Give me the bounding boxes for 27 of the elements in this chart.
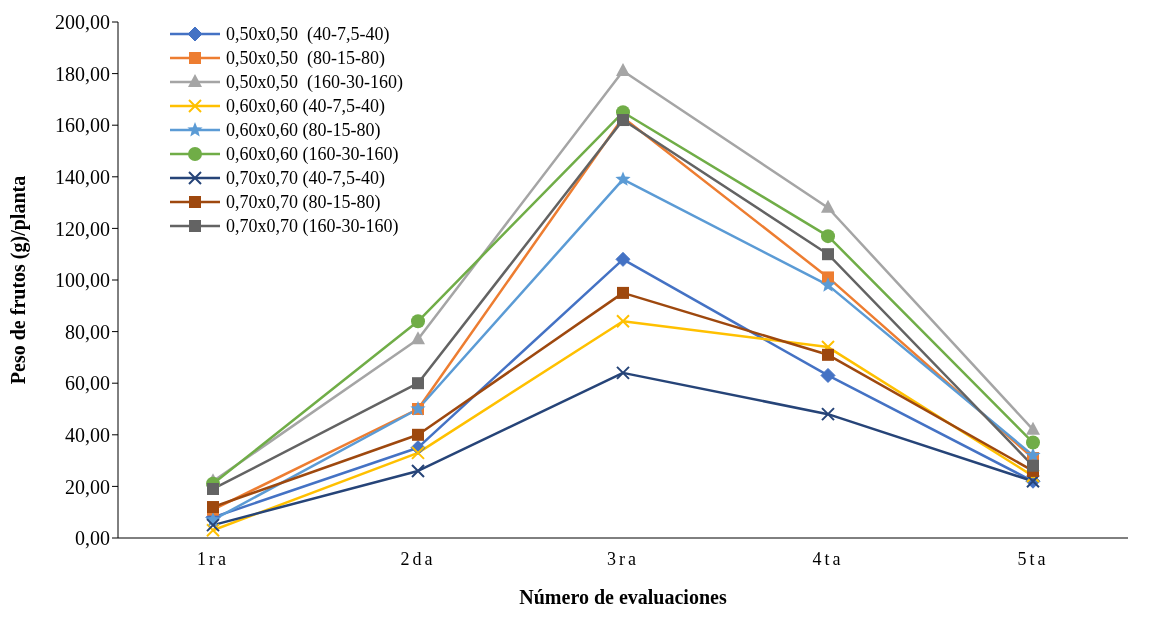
legend-label: 0,60x0,60 (40-7,5-40) [226,96,385,116]
x-tick-label: 3ra [607,548,639,569]
legend-label: 0,60x0,60 (160-30-160) [226,144,399,164]
x-tick-label: 4ta [812,548,844,569]
y-tick-label: 100,00 [55,269,110,292]
x-axis-title: Número de evaluaciones [519,586,727,608]
legend-label: 0,60x0,60 (80-15-80) [226,120,381,140]
x-tick-label: 1ra [197,548,229,569]
y-tick-label: 40,00 [65,423,110,446]
legend-label: 0,50x0,50 (40-7,5-40) [226,24,390,44]
x-tick-label: 2da [400,548,436,569]
legend-label: 0,70x0,70 (80-15-80) [226,192,381,212]
x-tick-label: 5ta [1017,548,1049,569]
y-tick-label: 0,00 [75,527,110,550]
y-tick-label: 200,00 [55,11,110,34]
legend-label: 0,50x0,50 (160-30-160) [226,72,403,92]
y-tick-label: 80,00 [65,320,110,343]
y-tick-label: 20,00 [65,475,110,498]
legend-label: 0,70x0,70 (160-30-160) [226,216,399,236]
y-tick-label: 60,00 [65,372,110,395]
y-axis-title: Peso de frutos (g)/planta [7,175,31,385]
y-tick-label: 120,00 [55,217,110,240]
legend-label: 0,50x0,50 (80-15-80) [226,48,385,68]
legend-label: 0,70x0,70 (40-7,5-40) [226,168,385,188]
y-tick-label: 160,00 [55,114,110,137]
y-tick-label: 140,00 [55,165,110,188]
y-tick-label: 180,00 [55,62,110,85]
